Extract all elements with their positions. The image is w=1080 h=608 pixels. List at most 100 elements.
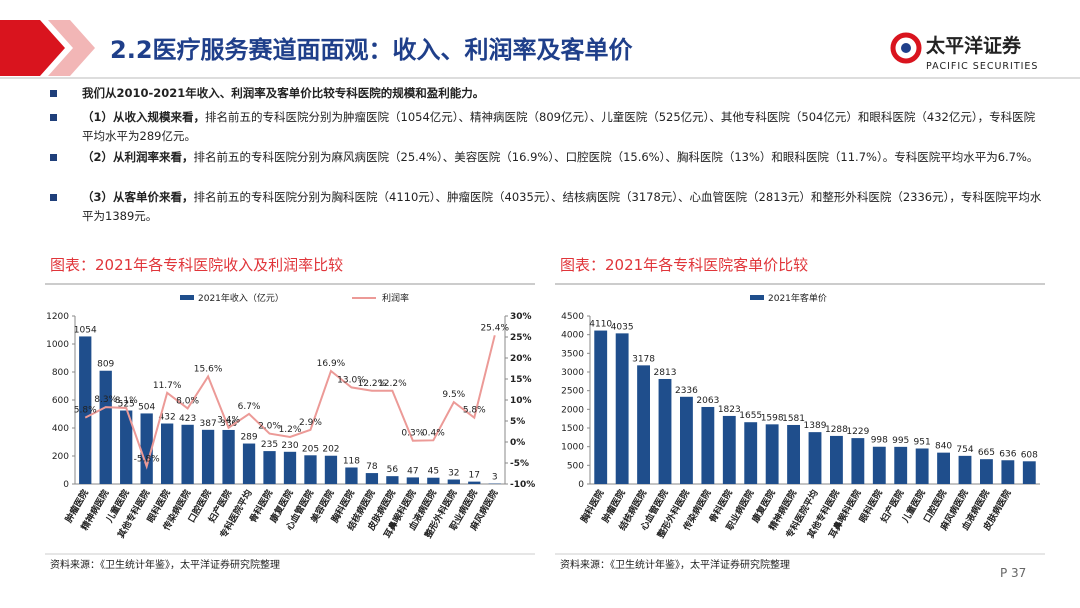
y-tick-label: 1500 (561, 424, 584, 434)
bar (851, 438, 865, 484)
bullet: （1）从收入规模来看，排名前五的专科医院分别为肿瘤医院（1054亿元）、精神病医… (50, 108, 1042, 146)
y2-tick-label: 15% (510, 375, 532, 385)
data-label: 1655 (739, 411, 762, 421)
data-label: 809 (97, 360, 114, 370)
data-label: 9.5% (442, 390, 465, 400)
data-label: 636 (999, 449, 1016, 459)
data-label: 525 (118, 400, 135, 410)
chart: 图表：2021年各专科医院收入及利润率比较资料来源：《卫生统计年鉴》，太平洋证券… (45, 256, 535, 571)
data-label: 665 (978, 448, 995, 458)
bar (140, 413, 153, 484)
data-label: 4110 (589, 320, 612, 330)
bar (1001, 460, 1015, 484)
bar (324, 455, 338, 484)
chart-title: 图表：2021年各专科医院收入及利润率比较 (50, 256, 343, 274)
data-label: 432 (159, 413, 176, 423)
bar (406, 477, 419, 484)
data-label: 3 (492, 473, 498, 483)
header-shape (0, 20, 65, 76)
data-label: 2.9% (299, 418, 322, 428)
data-label: 32 (448, 469, 459, 479)
bar (722, 415, 736, 484)
line (84, 335, 496, 470)
bar (201, 429, 215, 484)
bar (386, 476, 399, 484)
data-label: 1598 (761, 413, 784, 423)
bar (365, 473, 379, 484)
data-label: 754 (956, 445, 973, 455)
data-label: 12.2% (358, 379, 387, 389)
bar (680, 396, 693, 484)
data-label: 387 (200, 419, 217, 429)
legend-label: 利润率 (382, 292, 409, 304)
data-label: 235 (261, 440, 278, 450)
bullet: 我们从2010-2021年收入、利润率及客单价比较专科医院的规模和盈利能力。 (50, 84, 1042, 103)
y-tick-label: 1200 (46, 312, 69, 322)
bar (958, 455, 972, 484)
data-label: 1229 (846, 427, 869, 437)
bullet-marker (50, 194, 57, 201)
bar (427, 477, 440, 484)
chart-title: 图表：2021年各专科医院客单价比较 (560, 256, 808, 274)
bar (980, 459, 993, 484)
data-label: 2.0% (258, 422, 281, 432)
y-tick-label: 2000 (561, 405, 584, 415)
bullet: （3）从客单价来看，排名前五的专科医院分别为胸科医院（4110元）、肿瘤医院（4… (50, 188, 1042, 226)
chart: 图表：2021年各专科医院客单价比较资料来源：《卫生统计年鉴》，太平洋证券研究院… (555, 256, 1045, 571)
data-label: 1389 (804, 421, 827, 431)
bar (468, 481, 481, 484)
y-tick-label: 0 (578, 480, 584, 490)
logo-icon (890, 32, 922, 64)
data-label: 118 (343, 456, 360, 466)
bar (915, 448, 929, 484)
data-label: 951 (914, 437, 931, 447)
data-label: 0.4% (422, 428, 445, 438)
data-label: 0.3% (401, 429, 424, 439)
legend-label: 2021年收入（亿元） (198, 292, 284, 304)
bar (744, 422, 758, 484)
y2-tick-label: 25% (510, 333, 532, 343)
legend-swatch (180, 295, 194, 300)
data-label: 230 (281, 441, 298, 451)
logo-sub: PACIFIC SECURITIES (926, 61, 1038, 72)
data-label: 16.9% (317, 359, 346, 369)
title: 2.2医疗服务赛道面面观：收入、利润率及客单价 (110, 36, 634, 64)
bar (872, 446, 886, 484)
y2-tick-label: 30% (510, 312, 532, 322)
data-label: 12.2% (378, 379, 407, 389)
bullet-marker (50, 154, 57, 161)
data-label: 3.4% (217, 416, 240, 426)
legend-swatch (750, 295, 764, 300)
data-label: 504 (138, 402, 155, 412)
data-label: 608 (1021, 450, 1038, 460)
data-label: 2813 (654, 368, 677, 378)
data-label: 386 (220, 419, 237, 429)
data-label: 1288 (825, 425, 848, 435)
bar (222, 429, 235, 484)
data-label: 1581 (782, 414, 805, 424)
bar (830, 435, 843, 484)
source: 资料来源：《卫生统计年鉴》，太平洋证券研究院整理 (560, 558, 790, 571)
bar (637, 365, 650, 484)
data-label: 8.3% (94, 395, 117, 405)
data-label: 1823 (718, 405, 741, 415)
data-label: 1054 (74, 325, 97, 335)
bar (615, 333, 629, 484)
bar (242, 443, 256, 484)
data-label: 1.2% (279, 425, 302, 435)
bar (345, 467, 358, 484)
y-tick-label: 600 (52, 396, 69, 406)
page-number: P 37 (1000, 566, 1027, 580)
y2-tick-label: 0% (510, 438, 525, 448)
data-label: 5.8% (74, 406, 97, 416)
bar (263, 451, 276, 484)
data-label: 423 (179, 414, 196, 424)
data-label: 289 (240, 433, 257, 443)
logo-icon (901, 43, 911, 53)
y-tick-label: 1000 (561, 443, 584, 453)
bar (808, 432, 822, 484)
header-shape (48, 20, 95, 76)
data-label: 25.4% (480, 323, 509, 333)
bar (765, 424, 779, 484)
